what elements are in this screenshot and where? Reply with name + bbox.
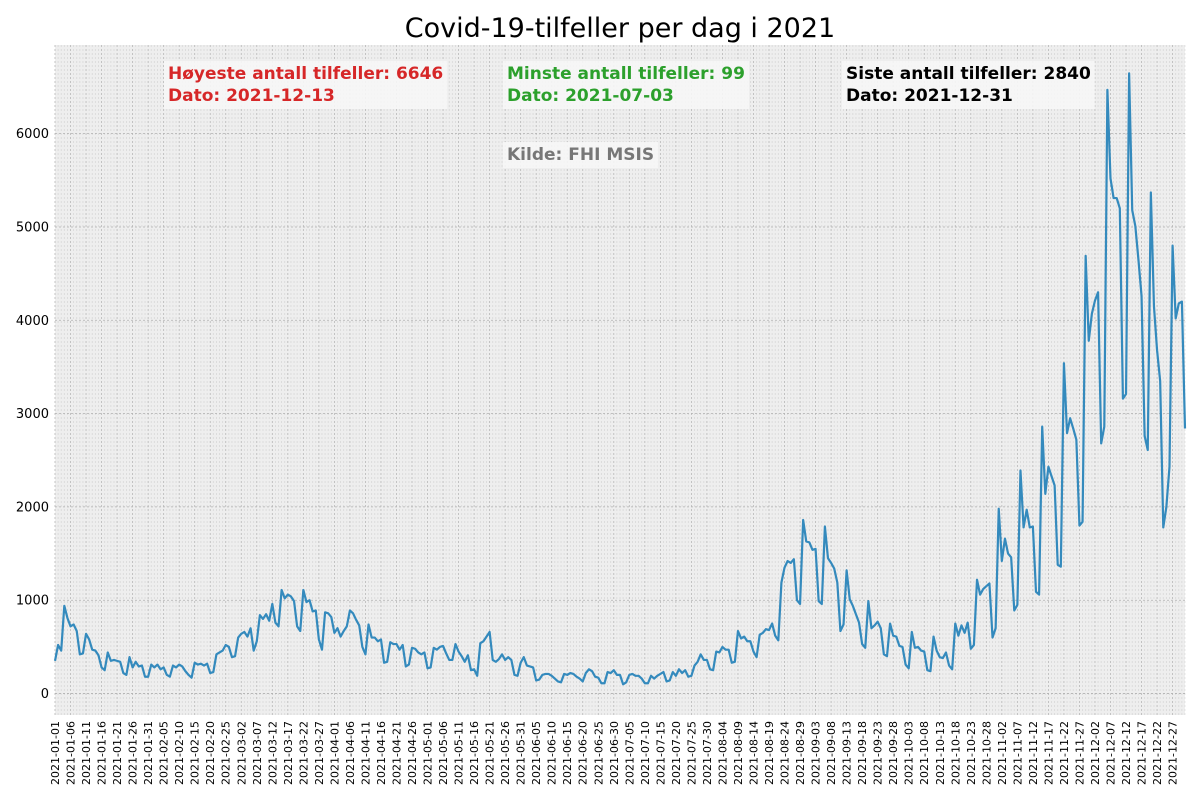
x-tick-label: 2021-10-28 — [980, 721, 993, 785]
x-tick-label: 2021-09-18 — [856, 721, 869, 785]
x-tick-label: 2021-09-28 — [887, 721, 900, 785]
x-tick-label: 2021-01-31 — [142, 721, 155, 785]
x-tick-label: 2021-04-11 — [359, 721, 372, 785]
x-tick-label: 2021-12-17 — [1136, 721, 1149, 785]
x-tick-label: 2021-07-15 — [654, 721, 667, 785]
x-tick-label: 2021-08-14 — [747, 721, 760, 785]
x-tick-label: 2021-11-12 — [1027, 721, 1040, 785]
x-tick-label: 2021-05-06 — [437, 721, 450, 785]
x-tick-label: 2021-10-23 — [965, 721, 978, 785]
x-tick-label: 2021-08-29 — [794, 721, 807, 785]
x-tick-label: 2021-03-27 — [313, 721, 326, 785]
x-tick-label: 2021-06-30 — [608, 721, 621, 785]
x-tick-label: 2021-10-13 — [934, 721, 947, 785]
y-tick-label: 5000 — [16, 220, 49, 235]
annotation-last-line2: Dato: 2021-12-31 — [846, 86, 1013, 106]
x-tick-label: 2021-10-18 — [949, 721, 962, 785]
annotation-min-line2: Dato: 2021-07-03 — [507, 86, 674, 106]
y-tick-label: 1000 — [16, 594, 49, 609]
annotations: Høyeste antall tilfeller: 6646 Dato: 202… — [164, 61, 1095, 168]
x-tick-label: 2021-10-08 — [918, 721, 931, 785]
x-tick-label: 2021-03-17 — [282, 721, 295, 785]
annotation-max-line2: Dato: 2021-12-13 — [168, 86, 335, 106]
x-tick-label: 2021-03-07 — [251, 721, 264, 785]
x-tick-label: 2021-02-10 — [173, 721, 186, 785]
source-label: Kilde: FHI MSIS — [507, 145, 654, 165]
x-tick-label: 2021-03-22 — [297, 721, 310, 785]
x-tick-label: 2021-06-20 — [577, 721, 590, 785]
x-tick-label: 2021-05-01 — [422, 721, 435, 785]
x-tick-label: 2021-08-19 — [763, 721, 776, 785]
x-tick-label: 2021-02-20 — [204, 721, 217, 785]
y-tick-label: 2000 — [16, 500, 49, 515]
x-tick-label: 2021-11-07 — [1011, 721, 1024, 785]
annotation-max-box — [164, 61, 448, 109]
x-tick-label: 2021-11-27 — [1073, 721, 1086, 785]
x-tick-label: 2021-12-27 — [1167, 721, 1180, 785]
x-tick-label: 2021-03-02 — [235, 721, 248, 785]
x-tick-label: 2021-06-05 — [530, 721, 543, 785]
annotation-last-box — [842, 61, 1095, 109]
annotation-max-line1: Høyeste antall tilfeller: 6646 — [168, 64, 443, 84]
x-axis: 2021-01-01 2021-01-06 2021-01-11 2021-01-16… — [49, 721, 1180, 785]
chart-title: Covid-19-tilfeller per dag i 2021 — [405, 13, 835, 44]
x-tick-label: 2021-01-01 — [49, 721, 62, 785]
grid — [54, 45, 1186, 715]
x-tick-label: 2021-05-26 — [499, 721, 512, 785]
x-tick-label: 2021-07-20 — [670, 721, 683, 785]
x-tick-label: 2021-05-16 — [468, 721, 481, 785]
y-axis: 0 1000 2000 3000 4000 5000 6000 — [16, 127, 49, 702]
x-tick-label: 2021-12-02 — [1089, 721, 1102, 785]
x-tick-label: 2021-07-25 — [685, 721, 698, 785]
x-tick-label: 2021-07-30 — [701, 721, 714, 785]
x-tick-label: 2021-01-11 — [80, 721, 93, 785]
x-tick-label: 2021-09-13 — [841, 721, 854, 785]
x-tick-label: 2021-01-21 — [111, 721, 124, 785]
x-tick-label: 2021-06-15 — [561, 721, 574, 785]
x-tick-label: 2021-02-05 — [158, 721, 171, 785]
x-tick-label: 2021-10-03 — [903, 721, 916, 785]
series-line — [53, 72, 1187, 686]
y-tick-label: 3000 — [16, 407, 49, 422]
x-tick-label: 2021-04-01 — [328, 721, 341, 785]
x-tick-label: 2021-02-25 — [220, 721, 233, 785]
x-tick-label: 2021-01-06 — [65, 721, 78, 785]
x-tick-label: 2021-09-08 — [825, 721, 838, 785]
x-tick-label: 2021-08-09 — [732, 721, 745, 785]
x-tick-label: 2021-08-24 — [779, 721, 792, 785]
y-tick-label: 4000 — [16, 314, 49, 329]
x-tick-label: 2021-04-16 — [375, 721, 388, 785]
annotation-min-box — [503, 61, 749, 109]
x-tick-label: 2021-03-12 — [266, 721, 279, 785]
x-tick-label: 2021-12-22 — [1151, 721, 1164, 785]
y-tick-label: 0 — [41, 687, 49, 702]
x-tick-label: 2021-07-10 — [639, 721, 652, 785]
x-tick-label: 2021-05-21 — [484, 721, 497, 785]
x-tick-label: 2021-09-23 — [872, 721, 885, 785]
x-tick-label: 2021-09-03 — [810, 721, 823, 785]
x-tick-label: 2021-12-12 — [1120, 721, 1133, 785]
x-tick-label: 2021-11-02 — [996, 721, 1009, 785]
x-tick-label: 2021-04-21 — [390, 721, 403, 785]
x-tick-label: 2021-04-26 — [406, 721, 419, 785]
x-tick-label: 2021-08-04 — [716, 721, 729, 785]
x-tick-label: 2021-11-17 — [1042, 721, 1055, 785]
y-tick-label: 6000 — [16, 127, 49, 142]
x-tick-label: 2021-04-06 — [344, 721, 357, 785]
annotation-min-line1: Minste antall tilfeller: 99 — [507, 64, 745, 84]
x-tick-label: 2021-05-11 — [453, 721, 466, 785]
x-tick-label: 2021-05-31 — [515, 721, 528, 785]
source-box — [503, 142, 659, 168]
x-tick-label: 2021-07-05 — [623, 721, 636, 785]
annotation-last-line1: Siste antall tilfeller: 2840 — [846, 64, 1091, 84]
x-tick-label: 2021-12-07 — [1104, 721, 1117, 785]
x-tick-label: 2021-11-22 — [1058, 721, 1071, 785]
x-tick-label: 2021-06-25 — [592, 721, 605, 785]
x-tick-label: 2021-01-26 — [127, 721, 140, 785]
x-tick-label: 2021-06-10 — [546, 721, 559, 785]
x-tick-label: 2021-01-16 — [96, 721, 109, 785]
x-tick-label: 2021-02-15 — [189, 721, 202, 785]
